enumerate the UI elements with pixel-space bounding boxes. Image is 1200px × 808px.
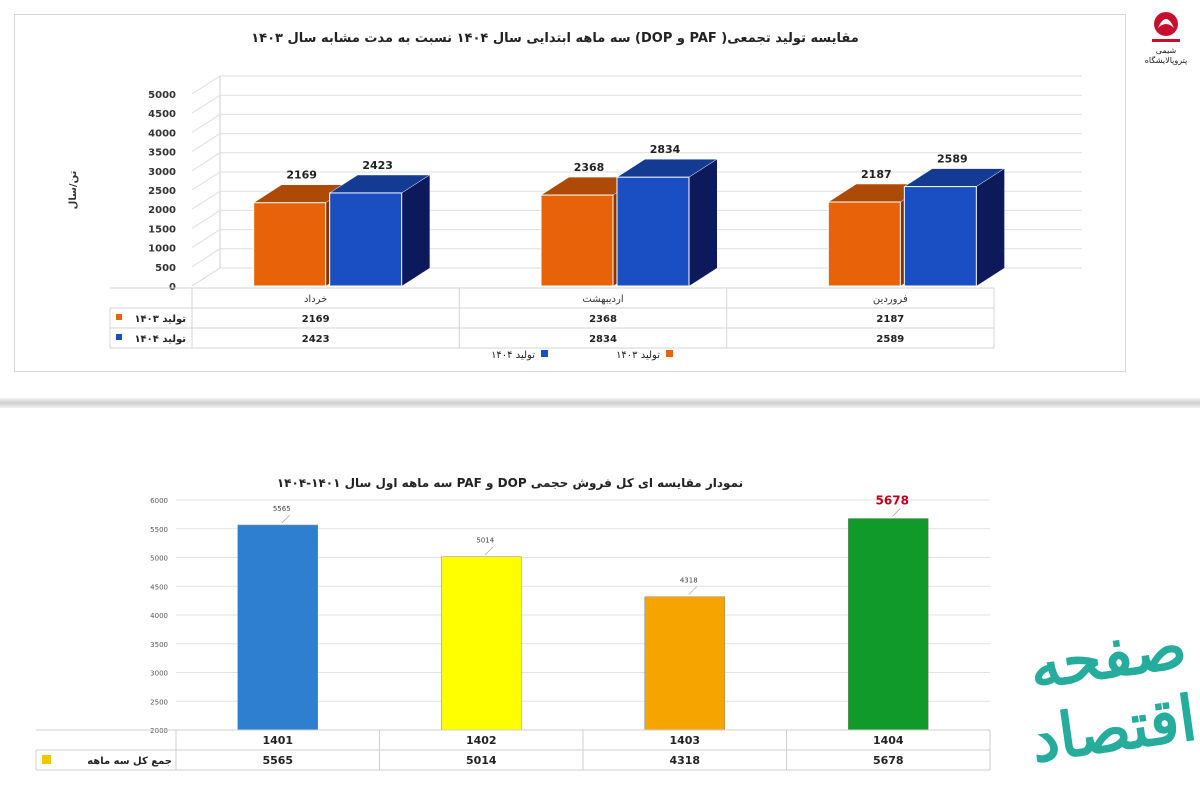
gridline — [191, 94, 1082, 114]
data-label: 2423 — [362, 159, 393, 172]
gridline — [191, 75, 1082, 95]
table-cell: 2368 — [589, 314, 617, 325]
y-axis-label: تن/سال — [68, 170, 79, 209]
table-cell: 2423 — [302, 334, 330, 345]
table-header-cell: 1401 — [262, 734, 293, 747]
y-tick-label: 3000 — [150, 670, 168, 678]
bar — [827, 201, 901, 287]
data-label: 4318 — [680, 577, 698, 585]
data-label: 2169 — [286, 169, 317, 182]
table-header-cell: خرداد — [304, 294, 327, 305]
data-label: 2589 — [937, 153, 968, 166]
leader-line — [688, 586, 697, 595]
leader-line — [281, 514, 290, 524]
data-label: 5565 — [273, 505, 291, 513]
watermark: صفحه اقتصاد — [922, 609, 1200, 790]
y-tick-label: 2500 — [150, 698, 168, 706]
top-chart: 0500100015002000250030003500400045005000… — [68, 75, 1082, 361]
legend-label: تولید ۱۴۰۴ — [491, 350, 535, 361]
data-label: 2187 — [861, 168, 892, 181]
logo-mark-icon — [1152, 12, 1180, 42]
legend-key — [541, 350, 548, 357]
bar — [253, 202, 327, 287]
gridline — [191, 209, 1082, 229]
gridline — [191, 229, 1082, 249]
y-tick-label: 3500 — [150, 641, 168, 649]
y-tick-label: 5500 — [150, 526, 168, 534]
y-tick-label: 3500 — [148, 148, 176, 159]
bar — [848, 518, 929, 731]
y-tick-label: 6000 — [150, 497, 168, 505]
y-tick-label: 1500 — [148, 224, 176, 235]
table-row-label: تولید ۱۴۰۳ — [134, 314, 186, 325]
table-header-cell: 1403 — [669, 734, 700, 747]
bottom-chart-title: نمودار مقایسه ای کل فروش حجمی DOP و PAF … — [276, 476, 744, 490]
table-cell: 4318 — [669, 754, 700, 767]
bar — [644, 596, 725, 731]
y-tick-label: 500 — [155, 263, 176, 274]
table-header-cell: فروردین — [873, 294, 908, 305]
y-tick-label: 2500 — [148, 186, 176, 197]
gridline — [191, 152, 1082, 172]
y-tick-label: 2000 — [148, 205, 176, 216]
data-label: 2368 — [574, 161, 605, 174]
y-tick-label: 4000 — [148, 128, 176, 139]
table-cell: 2169 — [302, 314, 330, 325]
table-cell: 2589 — [876, 334, 904, 345]
leader-line — [892, 508, 901, 517]
bar — [540, 194, 614, 287]
logo-caption: شیمی پتروپالایشگاه — [1144, 46, 1188, 65]
bar — [616, 176, 690, 287]
company-logo: شیمی پتروپالایشگاه — [1138, 6, 1194, 68]
table-cell: 2834 — [589, 334, 617, 345]
table-row-label: جمع کل سه ماهه — [87, 756, 172, 767]
data-label: 5014 — [476, 537, 494, 545]
gridline — [191, 133, 1082, 153]
legend-key — [666, 350, 673, 357]
y-tick-label: 3000 — [148, 167, 176, 178]
bar-side — [689, 159, 717, 286]
gridline — [191, 171, 1082, 191]
gridline — [191, 113, 1082, 133]
gridline — [191, 190, 1082, 210]
gridline — [191, 248, 1082, 268]
table-header-cell: 1402 — [466, 734, 497, 747]
y-tick-label: 5000 — [148, 90, 176, 101]
y-tick-label: 1000 — [148, 244, 176, 255]
bar-side — [401, 174, 430, 286]
data-label: 5678 — [876, 494, 909, 508]
section-divider — [0, 398, 1200, 408]
legend-key — [116, 314, 122, 320]
leader-line — [485, 546, 494, 555]
y-tick-label: 5000 — [150, 555, 168, 563]
y-tick-label: 4000 — [150, 612, 168, 620]
y-tick-label: 4500 — [148, 109, 176, 120]
watermark-text: صفحه اقتصاد — [1024, 608, 1200, 777]
bar — [903, 186, 977, 287]
table-cell: 2187 — [876, 314, 904, 325]
table-cell: 5565 — [262, 754, 293, 767]
legend-key — [42, 755, 51, 764]
bar — [441, 556, 522, 731]
bar — [237, 524, 318, 731]
table-cell: 5014 — [466, 754, 497, 767]
table-row-label: تولید ۱۴۰۴ — [134, 334, 186, 345]
bar — [329, 192, 403, 287]
data-label: 2834 — [650, 143, 681, 156]
y-tick-label: 4500 — [150, 583, 168, 591]
top-chart-title: مقایسه تولید تجمعی( PAF و DOP) سه ماهه ا… — [251, 31, 859, 46]
gridline — [191, 267, 1082, 287]
y-tick-label: 2000 — [150, 727, 168, 735]
legend-key — [116, 334, 122, 340]
legend-label: تولید ۱۴۰۳ — [616, 350, 660, 361]
table-header-cell: اردیبهشت — [582, 294, 623, 305]
bar-side — [976, 168, 1005, 286]
table-cell: 5678 — [873, 754, 904, 767]
table-header-cell: 1404 — [873, 734, 904, 747]
